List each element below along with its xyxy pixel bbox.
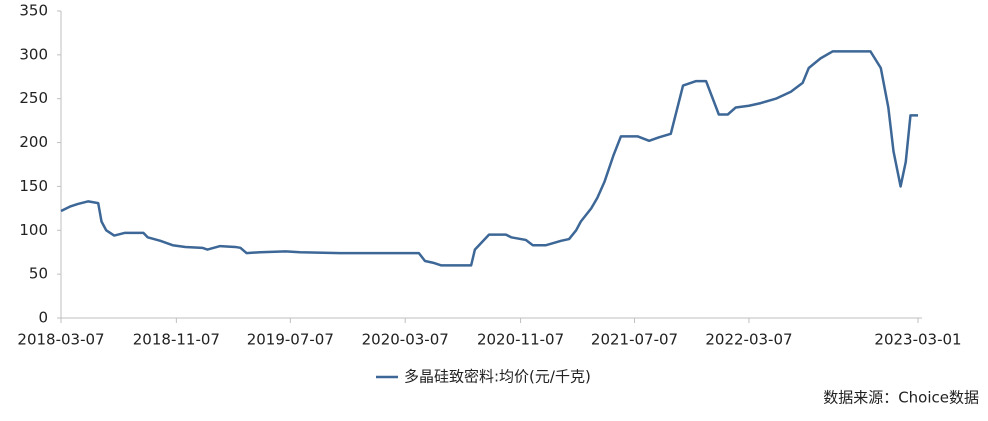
y-tick-label: 150	[19, 177, 48, 195]
source-note: 数据来源：Choice数据	[823, 389, 979, 407]
x-tick-label: 2019-07-07	[247, 331, 334, 349]
x-tick-label: 2021-07-07	[591, 331, 678, 349]
legend-label: 多晶硅致密料:均价(元/千克)	[404, 368, 591, 386]
y-tick-label: 100	[19, 221, 48, 239]
x-tick-label: 2018-11-07	[133, 331, 220, 349]
y-tick-label: 50	[29, 265, 48, 283]
x-tick-label: 2023-03-01	[874, 331, 961, 349]
y-tick-label: 350	[19, 2, 48, 20]
y-tick-label: 250	[19, 89, 48, 107]
data-line	[60, 50, 918, 267]
x-tick-label: 2020-03-07	[362, 331, 449, 349]
y-tick-label: 200	[19, 133, 48, 151]
y-tick-label: 0	[38, 309, 48, 327]
x-tick-label: 2020-11-07	[477, 331, 564, 349]
x-tick-label: 2022-03-07	[705, 331, 792, 349]
x-tick-label: 2018-03-07	[17, 331, 104, 349]
y-tick-label: 300	[19, 45, 48, 63]
